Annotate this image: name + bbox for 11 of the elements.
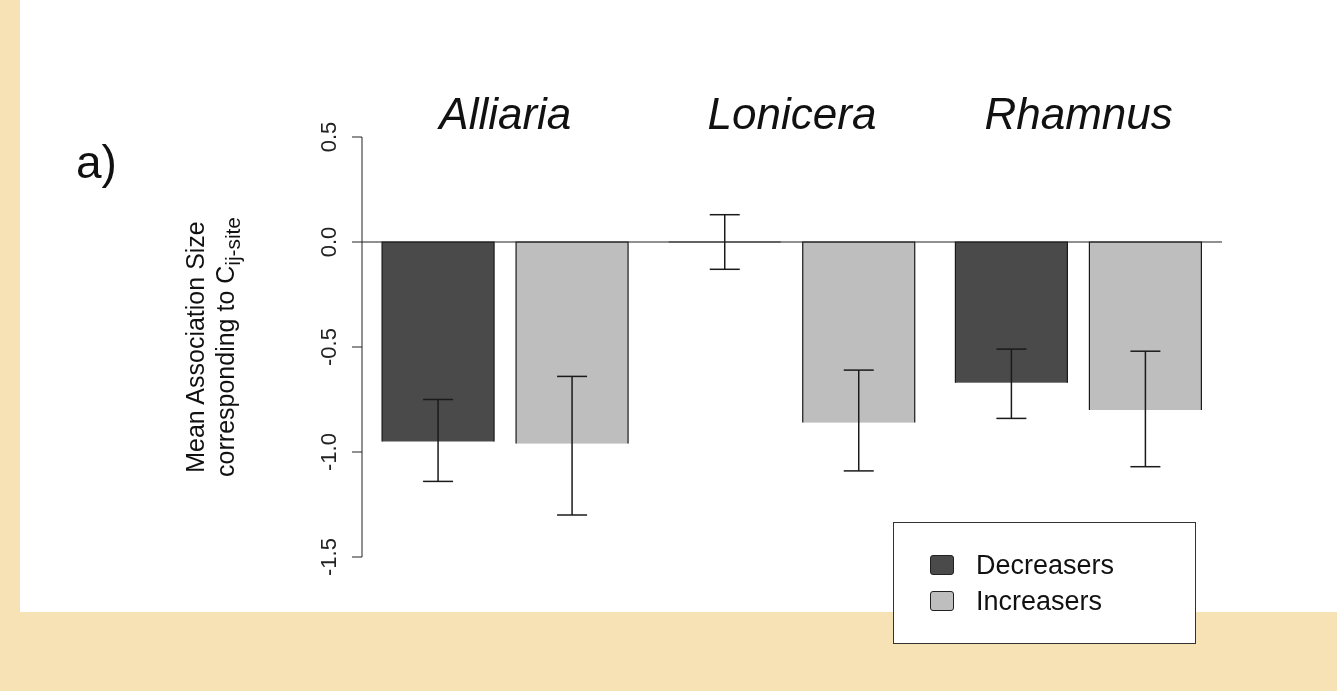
legend-label: Decreasers — [976, 549, 1115, 581]
y-tick-label: -0.5 — [316, 328, 341, 366]
legend-label: Increasers — [976, 585, 1103, 617]
y-tick-label: -1.5 — [316, 538, 341, 576]
text: a) — [76, 135, 117, 189]
y-tick-label: 0.0 — [316, 226, 341, 258]
y-tick-label: 0.5 — [316, 121, 341, 153]
x-tick-label: Rhamnus — [984, 89, 1173, 138]
x-tick-label: Lonicera — [707, 89, 877, 138]
y-tick-label: -1.0 — [316, 433, 341, 471]
x-tick-label: Alliaria — [436, 89, 572, 138]
